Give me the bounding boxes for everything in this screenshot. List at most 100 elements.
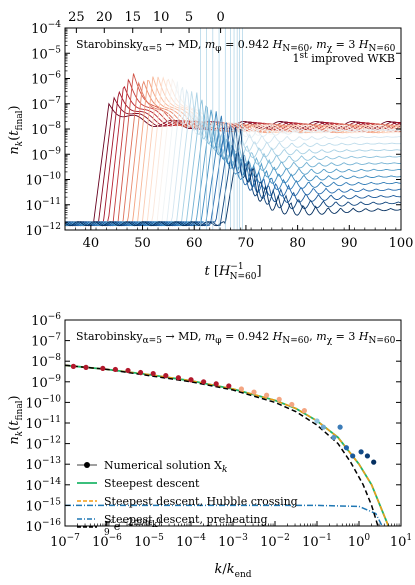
top-method-note: 1st improved WKB (293, 51, 396, 65)
bottom-y-tick-label: 10−13 (25, 456, 61, 473)
top-x-tick-label: 50 (134, 236, 151, 251)
bottom-data-point (163, 373, 169, 379)
bottom-y-tick-label: 10−15 (25, 497, 61, 514)
bottom-y-tick-label: 10−6 (31, 312, 61, 329)
top-y-tick-label: 10−4 (31, 20, 61, 37)
bottom-series-line (64, 364, 379, 527)
bottom-x-ticks: 10−7 10−6 10−5 10−4 10−3 10−2 10−1 100 101 (50, 521, 412, 550)
top-y-tick-label: 10−6 (31, 71, 61, 88)
bottom-y-tick-label: 10−9 (31, 374, 61, 391)
top-marker-lines (200, 28, 243, 230)
top-secondary-tick-label: 15 (124, 10, 141, 25)
bottom-x-tick-label: 10−5 (134, 533, 164, 550)
top-secondary-tick-label: 5 (185, 10, 193, 25)
bottom-data-point (125, 367, 131, 374)
bottom-data-point (226, 383, 232, 389)
bottom-data-point (350, 453, 356, 459)
top-y-tick-label: 10−12 (25, 222, 61, 239)
bottom-x-axis-label: k/kend (214, 562, 251, 580)
bottom-data-point (364, 453, 370, 459)
legend-label-hubble: Steepest descent, Hubble crossing (104, 495, 298, 508)
bottom-data-point (337, 424, 343, 430)
top-y-tick-label: 10−5 (31, 45, 61, 62)
bottom-y-tick-label: 10−16 (25, 518, 61, 535)
legend-label-formula: π² 9 e−2πν(tk) (104, 517, 161, 538)
legend-label-steepest: Steepest descent (104, 477, 200, 490)
top-y-tick-label: 10−8 (31, 121, 61, 138)
top-x-axis-label: t [H−1 N=60] (204, 262, 261, 282)
bottom-data-point (343, 445, 349, 451)
legend-label-preheating: Steepest descent, preheating (104, 513, 267, 526)
bottom-data-point (331, 434, 337, 441)
bottom-legend: Numerical solution Xk Steepest descent S… (77, 459, 298, 538)
bottom-data-point (314, 418, 320, 424)
top-series-group (64, 73, 402, 227)
bottom-y-tick-label: 10−8 (31, 353, 61, 370)
bottom-y-tick-label: 10−12 (25, 436, 61, 453)
bottom-series-group (64, 363, 390, 527)
top-y-axis-label: nk(tfinal) (7, 105, 25, 154)
bottom-x-tick-label: 10−4 (176, 533, 206, 550)
bottom-x-tick-label: 101 (390, 533, 412, 550)
bottom-data-point (264, 392, 270, 398)
top-x-ticks: 40 50 60 70 80 90 100 (64, 225, 414, 251)
bottom-data-point (320, 424, 326, 430)
bottom-panel: 10−7 10−6 10−5 10−4 10−3 10−2 10−1 100 101 10−16… (7, 312, 412, 580)
bottom-y-ticks: 10−16 10−15 10−14 10−13 10−12 10−11 10−10 10−9 1… (25, 312, 401, 535)
bottom-data-point (150, 370, 156, 377)
top-y-tick-label: 10−9 (31, 146, 61, 163)
bottom-data-point (138, 369, 144, 376)
bottom-data-point (100, 365, 106, 372)
bottom-data-point (289, 401, 295, 408)
bottom-data-point (70, 363, 76, 369)
bottom-x-tick-label: 10−3 (218, 533, 248, 550)
top-x-tick-label: 100 (389, 236, 414, 251)
top-x-tick-label: 40 (83, 236, 100, 251)
bottom-y-tick-label: 10−10 (25, 394, 61, 411)
bottom-data-point (371, 459, 377, 465)
top-x-tick-label: 60 (186, 236, 203, 251)
top-x-tick-label: 70 (238, 236, 255, 251)
top-secondary-tick-label: 10 (153, 10, 170, 25)
bottom-data-point (238, 386, 244, 392)
top-spectrum-line (64, 122, 402, 227)
bottom-y-tick-label: 10−11 (25, 415, 61, 432)
top-secondary-tick-label: 0 (216, 10, 224, 25)
bottom-series-line (65, 504, 383, 527)
bottom-data-point (175, 375, 181, 381)
top-y-tick-label: 10−11 (25, 197, 61, 214)
top-y-ticks: 10−12 10−11 10−10 10−9 10−8 10−7 10−6 10−5 10−4 (25, 20, 401, 239)
bottom-y-tick-label: 10−14 (25, 477, 61, 494)
top-y-tick-label: 10−7 (31, 96, 61, 113)
top-y-tick-label: 10−10 (25, 172, 61, 189)
top-panel: 40 50 60 70 80 90 100 10−1210−1110−1010−910−81… (7, 10, 413, 282)
bottom-data-point (301, 408, 307, 414)
top-x-tick-label: 90 (341, 236, 358, 251)
bottom-x-tick-label: 10−1 (302, 533, 332, 550)
top-spectrum-line (64, 127, 402, 227)
bottom-annotation: Starobinskyα=5 → MD, mφ = 0.942 HN=60, m… (76, 330, 396, 346)
bottom-data-point (213, 381, 219, 387)
bottom-data-point (358, 449, 364, 455)
bottom-x-tick-label: 100 (348, 533, 371, 550)
bottom-data-point (251, 389, 257, 395)
bottom-data-point (201, 379, 207, 385)
bottom-data-point (112, 366, 118, 373)
bottom-series-line (64, 364, 390, 527)
bottom-x-tick-label: 10−7 (50, 533, 80, 550)
bottom-x-tick-label: 10−2 (260, 533, 290, 550)
bottom-data-point (83, 364, 89, 370)
top-annotation: Starobinskyα=5 → MD, mφ = 0.942 HN=60, m… (76, 38, 396, 54)
top-secondary-tick-label: 25 (68, 10, 85, 25)
top-x-tick-label: 80 (289, 236, 306, 251)
bottom-y-tick-label: 10−7 (31, 333, 61, 350)
bottom-x-tick-label: 10−6 (92, 533, 122, 550)
bottom-data-point (276, 396, 282, 402)
bottom-y-axis-label: nk(tfinal) (7, 395, 25, 444)
top-spectrum-line (64, 128, 402, 227)
bottom-data-point (188, 377, 194, 383)
legend-label-numerical: Numerical solution Xk (104, 459, 227, 475)
top-secondary-tick-label: 20 (96, 10, 113, 25)
top-secondary-axis-ticks: 25 20 15 10 5 0 (68, 10, 225, 33)
